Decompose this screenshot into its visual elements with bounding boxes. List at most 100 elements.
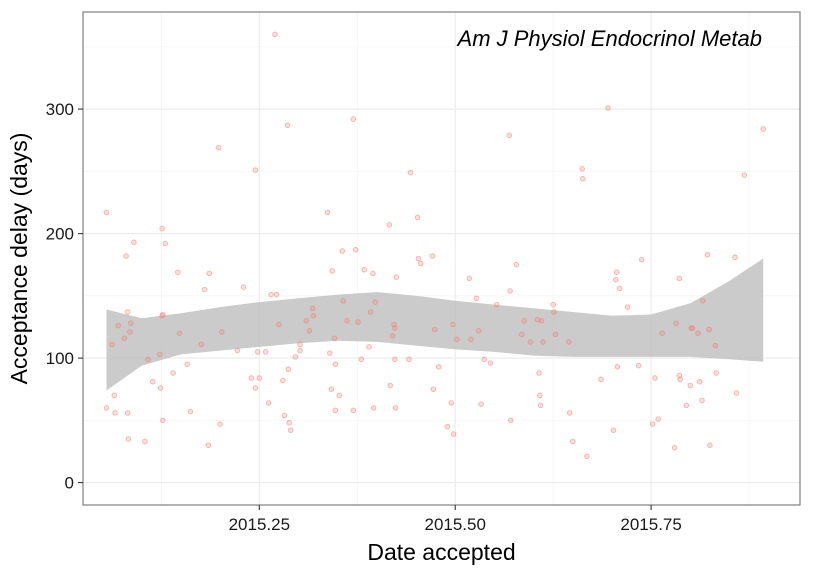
- data-point: [493, 301, 500, 308]
- data-point: [115, 322, 122, 329]
- data-point: [436, 364, 442, 370]
- data-point: [429, 253, 436, 259]
- data-point: [605, 105, 611, 111]
- data-point: [256, 375, 263, 381]
- data-point: [506, 132, 513, 139]
- data-point: [284, 122, 291, 129]
- data-point: [176, 330, 183, 336]
- data-point: [372, 299, 379, 305]
- data-point: [689, 325, 696, 331]
- data-point: [704, 252, 711, 258]
- data-point: [303, 317, 310, 324]
- data-point: [683, 402, 690, 409]
- data-point: [145, 356, 151, 363]
- data-point: [450, 321, 456, 328]
- data-point: [254, 349, 261, 355]
- data-point: [327, 350, 333, 356]
- data-point: [340, 298, 346, 304]
- data-point: [297, 347, 303, 354]
- data-point: [700, 298, 706, 304]
- data-point: [287, 427, 294, 434]
- data-point: [355, 319, 361, 325]
- data-point: [707, 442, 713, 448]
- data-point: [392, 405, 399, 411]
- data-point: [695, 330, 701, 336]
- data-point: [473, 295, 480, 302]
- data-point: [157, 351, 163, 358]
- data-point: [579, 166, 585, 172]
- data-point: [175, 269, 181, 275]
- data-point: [292, 354, 299, 360]
- data-point: [481, 356, 487, 363]
- data-point: [676, 275, 683, 282]
- data-point: [248, 375, 255, 381]
- data-point: [162, 240, 169, 247]
- y-tick-label: 0: [65, 474, 74, 493]
- data-point: [389, 332, 396, 339]
- data-point: [187, 408, 194, 415]
- smooth-confidence-band: [106, 258, 764, 391]
- data-point: [613, 269, 620, 275]
- data-point: [112, 410, 118, 416]
- data-point: [329, 268, 335, 274]
- data-point: [127, 329, 133, 335]
- data-point: [617, 285, 623, 292]
- confidence-band: [106, 258, 764, 391]
- data-point: [537, 392, 543, 399]
- y-axis-title: Acceptance delay (days): [6, 133, 32, 385]
- data-point: [475, 327, 482, 334]
- data-point: [414, 214, 421, 221]
- data-point: [536, 370, 542, 376]
- data-point: [392, 356, 398, 363]
- data-point: [252, 167, 259, 173]
- data-point: [508, 417, 514, 424]
- data-point: [538, 317, 545, 324]
- data-point: [149, 379, 156, 385]
- data-point: [444, 423, 451, 430]
- data-point: [677, 376, 683, 383]
- data-point: [551, 309, 557, 315]
- data-point: [566, 410, 573, 416]
- data-point: [712, 342, 719, 349]
- data-point: [687, 382, 694, 389]
- data-point: [370, 405, 377, 411]
- data-point: [240, 284, 247, 290]
- data-point: [519, 331, 525, 338]
- data-point: [198, 341, 205, 348]
- data-points: [103, 31, 766, 460]
- data-point: [160, 311, 166, 318]
- data-point: [387, 382, 393, 389]
- data-point: [415, 255, 422, 262]
- data-point: [550, 301, 556, 308]
- data-point: [450, 431, 457, 437]
- data-point: [297, 341, 303, 348]
- data-point: [268, 291, 274, 298]
- data-point: [649, 421, 656, 427]
- data-point: [306, 327, 313, 334]
- data-point: [205, 442, 212, 448]
- data-point: [507, 288, 513, 294]
- data-point: [487, 360, 494, 366]
- data-point: [276, 321, 282, 328]
- data-point: [713, 370, 719, 376]
- data-point: [123, 253, 129, 259]
- data-point: [540, 339, 546, 345]
- data-point: [527, 339, 534, 345]
- panel-border: [82, 11, 801, 506]
- grid-lines: [83, 12, 800, 505]
- data-point: [432, 326, 438, 333]
- data-point: [350, 407, 357, 414]
- data-point: [142, 438, 148, 445]
- data-point: [671, 444, 678, 451]
- data-point: [417, 260, 424, 267]
- data-point: [332, 361, 339, 368]
- data-point: [580, 176, 586, 182]
- data-point: [128, 320, 134, 326]
- x-tick-label: 2015.50: [424, 515, 485, 534]
- y-tick-label: 300: [46, 100, 74, 119]
- data-point: [699, 397, 705, 404]
- x-tick-label: 2015.25: [229, 515, 290, 534]
- data-point: [103, 405, 110, 411]
- x-axis-title: Date accepted: [367, 539, 515, 565]
- data-point: [659, 330, 665, 336]
